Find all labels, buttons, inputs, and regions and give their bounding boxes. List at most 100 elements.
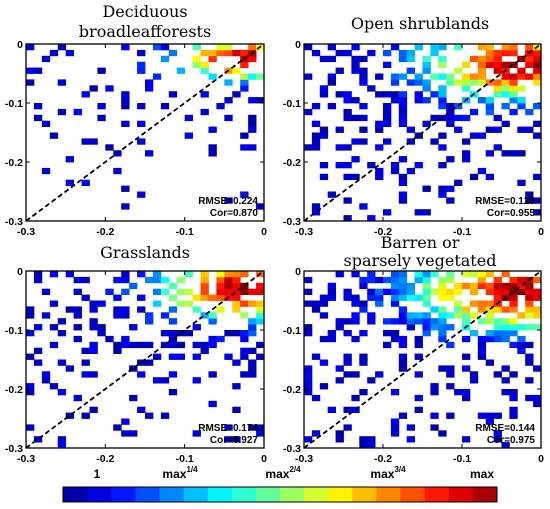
density-bin (73, 312, 82, 319)
density-bin (105, 335, 114, 343)
density-bin (406, 49, 415, 57)
density-bin (256, 300, 265, 307)
density-bin (462, 389, 471, 396)
density-bin (454, 312, 463, 319)
density-bin (533, 324, 542, 331)
x-tick-label: 0 (538, 453, 544, 465)
density-bin (493, 288, 502, 295)
density-bin (406, 55, 415, 63)
density-bin (493, 436, 502, 443)
density-bin (192, 377, 201, 384)
density-bin (113, 306, 122, 313)
density-bin (422, 185, 431, 192)
density-bin (446, 73, 455, 80)
density-bin (446, 276, 455, 284)
density-bin (256, 282, 265, 290)
density-bin (438, 430, 447, 437)
one-to-one-line (303, 270, 542, 449)
density-bin (152, 44, 162, 51)
density-bin (129, 324, 138, 331)
density-bin (145, 359, 154, 366)
density-bin (359, 73, 368, 80)
density-bin (208, 400, 217, 408)
density-bin (509, 306, 518, 313)
density-bin (168, 371, 178, 378)
density-bin (89, 371, 98, 378)
density-bin (224, 44, 233, 51)
density-bin (517, 67, 526, 74)
density-bin (176, 341, 186, 349)
density-bin (248, 347, 257, 354)
density-bin (184, 114, 193, 122)
density-bin (477, 412, 487, 419)
density-bin (430, 288, 439, 295)
density-bin (359, 79, 368, 86)
density-bin (462, 73, 471, 80)
density-bin (335, 436, 344, 443)
density-bin (256, 73, 265, 80)
density-bin (176, 288, 186, 295)
density-bin (422, 55, 431, 63)
density-bin (73, 306, 82, 313)
x-tick-label: -0.2 (96, 453, 114, 465)
density-bin (509, 394, 518, 402)
density-bin (240, 282, 249, 290)
density-bin (33, 359, 43, 366)
density-bin (327, 103, 336, 110)
x-tick-label: 0 (538, 226, 544, 238)
density-bin (406, 318, 415, 325)
density-bin (477, 318, 487, 325)
density-bin (493, 430, 502, 437)
density-bin (454, 114, 463, 122)
density-bin (430, 424, 439, 431)
density-bin (121, 103, 130, 110)
density-bin (113, 276, 122, 284)
density-bin (224, 288, 233, 295)
density-bin (168, 49, 178, 57)
density-bin (343, 91, 352, 98)
density-bin (390, 79, 400, 86)
cor-label: Cor=0.975 (487, 435, 536, 446)
density-bin (454, 44, 463, 51)
density-bin (398, 173, 408, 181)
density-bin (438, 324, 447, 331)
density-bin (493, 324, 502, 331)
density-bin (398, 365, 408, 372)
density-bin (438, 185, 447, 192)
density-bin (430, 44, 439, 51)
density-bin (375, 173, 384, 181)
density-bin (462, 61, 471, 68)
density-bin (335, 430, 344, 437)
density-bin (41, 167, 51, 175)
density-bin (351, 371, 360, 378)
density-bin (501, 389, 510, 396)
density-bin (406, 288, 415, 295)
cor-label: Cor=0.870 (210, 208, 259, 219)
density-bin (49, 49, 59, 57)
density-bin (509, 276, 518, 284)
cor-label: Cor=0.927 (210, 435, 259, 446)
density-bin (485, 126, 494, 133)
density-bin (414, 318, 423, 325)
colorbar-segment (400, 487, 426, 502)
density-bin (359, 126, 368, 133)
density-bin (311, 103, 321, 110)
density-bin (509, 341, 518, 349)
density-bin (304, 288, 313, 295)
density-bin (493, 61, 502, 68)
density-bin (232, 288, 241, 295)
density-bin (501, 120, 510, 127)
density-bin (73, 394, 82, 402)
density-bin (533, 288, 542, 295)
colorbar-segment (472, 487, 498, 502)
density-bin (89, 341, 98, 349)
density-bin (304, 73, 313, 80)
density-bin (517, 73, 526, 80)
density-bin (462, 156, 471, 163)
density-bin (319, 359, 329, 366)
density-bin (509, 108, 518, 116)
density-bin (232, 276, 241, 284)
density-bin (57, 436, 67, 443)
density-bin (359, 282, 368, 290)
